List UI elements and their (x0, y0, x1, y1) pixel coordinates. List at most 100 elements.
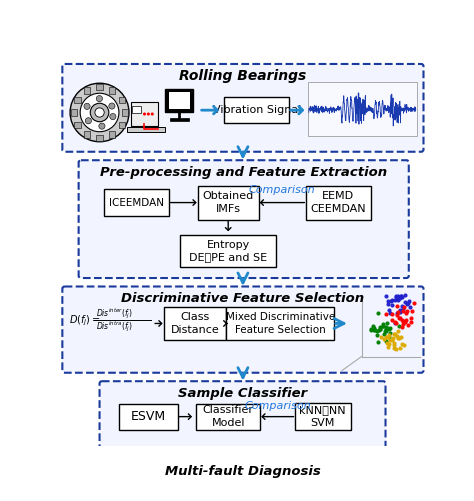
Text: Discriminative Feature Selection: Discriminative Feature Selection (121, 292, 365, 305)
Point (382, 325, 390, 333)
Circle shape (90, 103, 109, 122)
Point (380, 335, 388, 343)
Point (385, 333, 393, 341)
Point (407, 318, 415, 326)
Point (383, 340, 391, 348)
Point (405, 297, 413, 305)
Point (392, 294, 400, 302)
Point (390, 344, 398, 352)
Point (394, 296, 402, 304)
FancyBboxPatch shape (180, 235, 276, 267)
Circle shape (109, 103, 115, 109)
Text: Multi-fault Diagnosis: Multi-fault Diagnosis (165, 465, 321, 478)
Point (390, 341, 398, 349)
Point (391, 339, 398, 347)
Point (392, 292, 400, 300)
Point (379, 323, 386, 331)
Point (398, 340, 405, 348)
Point (394, 334, 401, 342)
Point (398, 293, 406, 301)
Point (393, 311, 401, 319)
Point (379, 322, 386, 330)
FancyBboxPatch shape (109, 131, 116, 138)
Text: Comparison: Comparison (244, 401, 311, 411)
Text: Class
Distance: Class Distance (171, 312, 219, 335)
Point (384, 300, 392, 308)
Circle shape (80, 93, 119, 132)
Point (373, 327, 381, 335)
FancyBboxPatch shape (164, 307, 226, 340)
Point (397, 293, 405, 301)
Point (402, 316, 410, 324)
Point (396, 294, 404, 302)
Circle shape (147, 113, 150, 116)
Point (394, 309, 401, 317)
FancyBboxPatch shape (127, 127, 165, 132)
FancyBboxPatch shape (100, 381, 385, 459)
Point (383, 320, 391, 328)
Point (386, 329, 393, 337)
Point (370, 327, 378, 335)
Point (392, 319, 399, 327)
Point (394, 327, 402, 335)
Point (385, 325, 392, 333)
Point (371, 326, 379, 334)
FancyBboxPatch shape (118, 97, 125, 103)
FancyBboxPatch shape (84, 131, 90, 138)
Point (386, 336, 393, 344)
FancyBboxPatch shape (122, 109, 128, 116)
Point (408, 314, 415, 322)
Text: Rolling Bearings: Rolling Bearings (179, 69, 307, 83)
Point (401, 291, 409, 299)
FancyBboxPatch shape (71, 109, 77, 116)
Point (395, 334, 403, 342)
FancyBboxPatch shape (96, 135, 103, 141)
Point (376, 325, 383, 333)
Point (376, 323, 384, 331)
Point (373, 331, 381, 339)
Point (394, 292, 402, 300)
Text: Vibration Signal: Vibration Signal (213, 105, 301, 115)
FancyBboxPatch shape (306, 186, 371, 219)
Text: $Dis^{inter}(f_j)$: $Dis^{inter}(f_j)$ (96, 307, 132, 322)
FancyBboxPatch shape (118, 122, 125, 128)
FancyBboxPatch shape (170, 118, 189, 121)
Point (382, 292, 390, 300)
Point (393, 302, 401, 310)
Point (385, 332, 393, 340)
Point (392, 330, 399, 338)
Point (370, 322, 377, 330)
Point (383, 324, 391, 332)
Text: Mixed Discriminative
Feature Selection: Mixed Discriminative Feature Selection (226, 312, 335, 335)
Point (402, 309, 410, 317)
Text: Obtained
IMFs: Obtained IMFs (202, 191, 254, 214)
FancyBboxPatch shape (196, 403, 260, 430)
Point (404, 299, 411, 307)
Text: EEMD
CEEMDAN: EEMD CEEMDAN (310, 191, 366, 214)
Point (389, 334, 397, 342)
Point (401, 318, 409, 326)
Point (389, 302, 396, 310)
Point (379, 320, 387, 328)
Circle shape (96, 96, 102, 102)
Text: $D(f_j)=$: $D(f_j)=$ (69, 313, 101, 328)
Text: Entropy
DE、PE and SE: Entropy DE、PE and SE (189, 240, 267, 263)
Point (370, 324, 378, 332)
FancyBboxPatch shape (165, 89, 193, 113)
Point (398, 323, 406, 331)
Point (400, 341, 408, 349)
Point (400, 307, 407, 315)
Point (388, 316, 396, 324)
Point (403, 307, 411, 315)
Point (398, 333, 405, 341)
FancyBboxPatch shape (79, 160, 409, 278)
FancyBboxPatch shape (169, 93, 190, 109)
Circle shape (95, 108, 104, 117)
FancyBboxPatch shape (226, 307, 334, 340)
Point (399, 320, 407, 328)
Point (399, 305, 407, 313)
Point (394, 308, 401, 316)
Point (395, 322, 402, 330)
Point (385, 340, 392, 348)
FancyBboxPatch shape (198, 186, 259, 219)
